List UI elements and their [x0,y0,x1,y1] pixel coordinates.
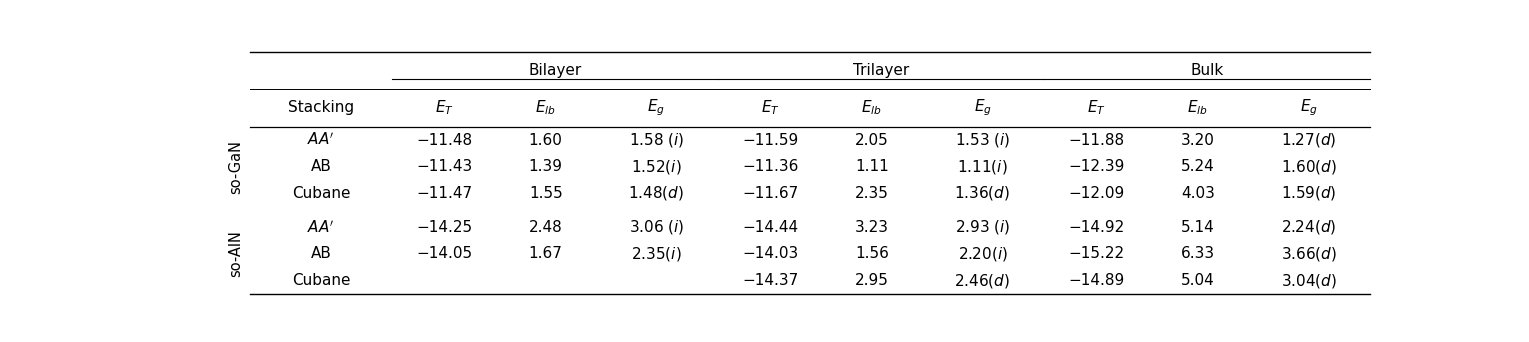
Text: −11.36: −11.36 [742,159,798,174]
Text: −14.03: −14.03 [742,246,798,261]
Text: Stacking: Stacking [287,101,355,115]
Text: 2.46($d$): 2.46($d$) [954,272,1011,290]
Text: 1.59($d$): 1.59($d$) [1281,184,1336,202]
Text: $E_{lb}$: $E_{lb}$ [861,98,882,117]
Text: Trilayer: Trilayer [853,63,910,78]
Text: −14.89: −14.89 [1069,273,1124,288]
Text: Cubane: Cubane [292,186,350,201]
Text: so-GaN: so-GaN [228,140,243,194]
Text: −11.47: −11.47 [416,186,472,201]
Text: −12.39: −12.39 [1069,159,1124,174]
Text: 1.56: 1.56 [855,246,888,261]
Text: 1.39: 1.39 [529,159,563,174]
Text: 1.11($i$): 1.11($i$) [957,158,1008,176]
Text: AB: AB [310,246,332,261]
Text: $E_g$: $E_g$ [647,97,665,118]
Text: so-AlN: so-AlN [228,231,243,277]
Text: 1.11: 1.11 [855,159,888,174]
Text: 1.58 ($i$): 1.58 ($i$) [628,131,685,149]
Text: −14.05: −14.05 [416,246,472,261]
Text: 2.35: 2.35 [855,186,888,201]
Text: −11.59: −11.59 [742,132,798,147]
Text: 1.52($i$): 1.52($i$) [631,158,682,176]
Text: 2.24($d$): 2.24($d$) [1281,218,1336,236]
Text: −15.22: −15.22 [1069,246,1124,261]
Text: 2.35($i$): 2.35($i$) [631,245,682,263]
Text: −11.67: −11.67 [742,186,798,201]
Text: 3.23: 3.23 [855,220,888,235]
Text: 2.20($i$): 2.20($i$) [957,245,1008,263]
Text: 2.05: 2.05 [855,132,888,147]
Text: −12.09: −12.09 [1069,186,1124,201]
Text: $E_T$: $E_T$ [434,98,454,117]
Text: $E_{lb}$: $E_{lb}$ [535,98,557,117]
Text: $AA'$: $AA'$ [307,219,335,236]
Text: 1.53 ($i$): 1.53 ($i$) [954,131,1011,149]
Text: 3.04($d$): 3.04($d$) [1281,272,1336,290]
Text: 1.60: 1.60 [529,132,563,147]
Text: $E_g$: $E_g$ [974,97,991,118]
Text: 1.67: 1.67 [529,246,563,261]
Text: −14.92: −14.92 [1069,220,1124,235]
Text: 1.60($d$): 1.60($d$) [1281,158,1336,176]
Text: $E_g$: $E_g$ [1300,97,1318,118]
Text: 2.48: 2.48 [529,220,563,235]
Text: 4.03: 4.03 [1180,186,1216,201]
Text: AB: AB [310,159,332,174]
Text: −11.48: −11.48 [416,132,472,147]
Text: −11.88: −11.88 [1069,132,1124,147]
Text: 6.33: 6.33 [1180,246,1216,261]
Text: 3.06 ($i$): 3.06 ($i$) [628,218,685,236]
Text: 5.04: 5.04 [1180,273,1214,288]
Text: 1.55: 1.55 [529,186,563,201]
Text: $E_{lb}$: $E_{lb}$ [1188,98,1208,117]
Text: −14.44: −14.44 [742,220,798,235]
Text: $E_T$: $E_T$ [761,98,780,117]
Text: −14.37: −14.37 [742,273,798,288]
Text: $E_T$: $E_T$ [1087,98,1105,117]
Text: 1.48($d$): 1.48($d$) [628,184,685,202]
Text: 3.66($d$): 3.66($d$) [1281,245,1336,263]
Text: 3.20: 3.20 [1180,132,1216,147]
Text: 1.27($d$): 1.27($d$) [1281,131,1336,149]
Text: 2.93 ($i$): 2.93 ($i$) [954,218,1011,236]
Text: 5.24: 5.24 [1180,159,1214,174]
Text: 1.36($d$): 1.36($d$) [954,184,1011,202]
Text: −11.43: −11.43 [416,159,472,174]
Text: Bilayer: Bilayer [529,63,581,78]
Text: Bulk: Bulk [1191,63,1223,78]
Text: $AA'$: $AA'$ [307,132,335,148]
Text: −14.25: −14.25 [416,220,472,235]
Text: 2.95: 2.95 [855,273,888,288]
Text: 5.14: 5.14 [1180,220,1214,235]
Text: Cubane: Cubane [292,273,350,288]
